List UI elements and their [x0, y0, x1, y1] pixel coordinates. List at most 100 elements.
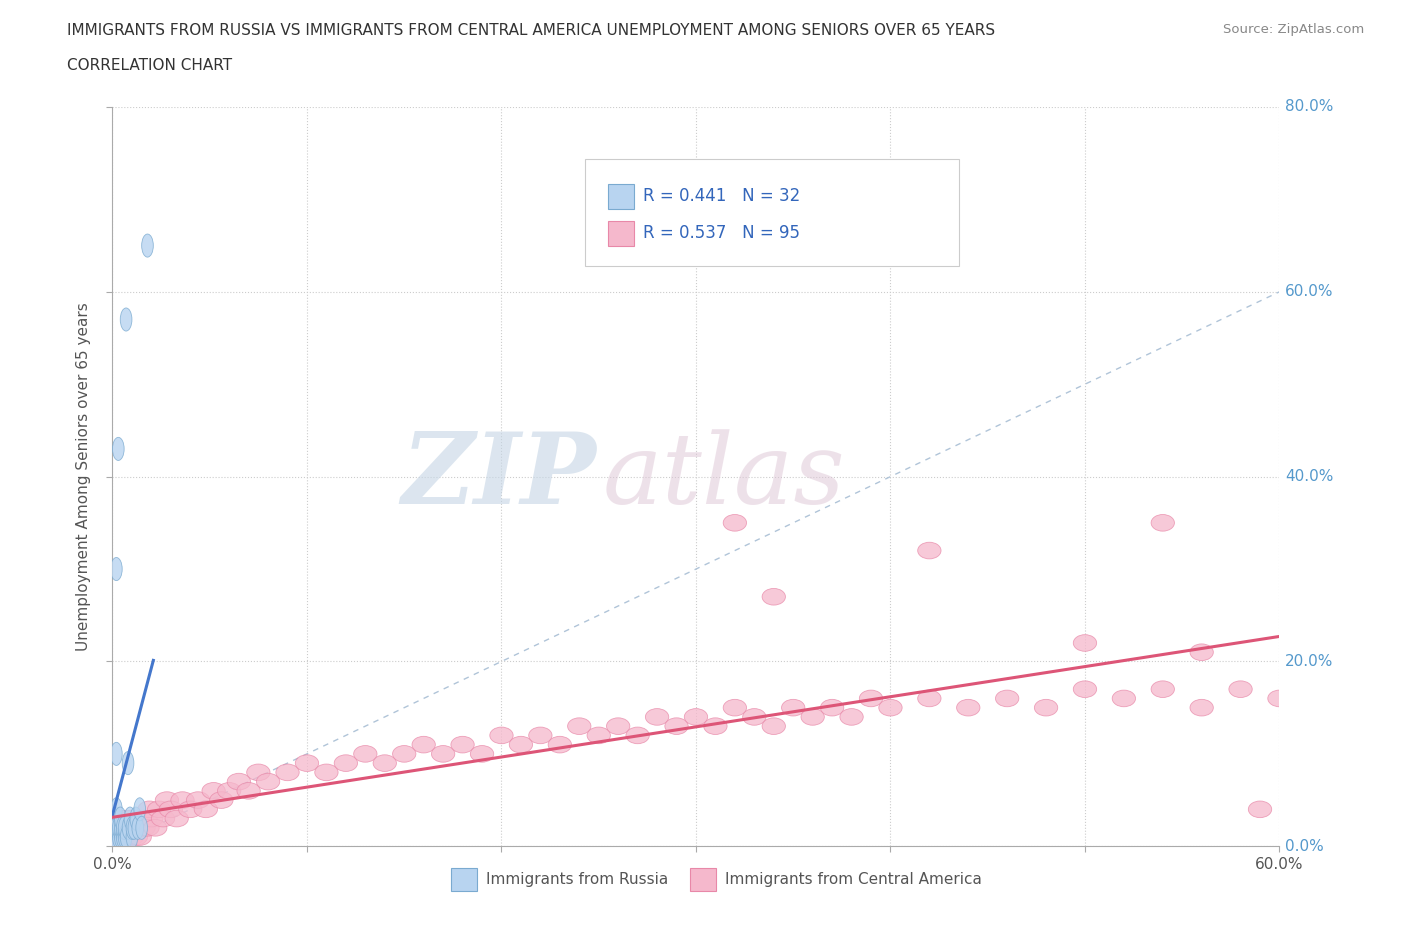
Ellipse shape: [139, 810, 163, 827]
Ellipse shape: [134, 798, 146, 821]
Ellipse shape: [392, 746, 416, 763]
Ellipse shape: [685, 709, 707, 725]
Ellipse shape: [107, 819, 129, 836]
Ellipse shape: [665, 718, 688, 735]
Ellipse shape: [128, 817, 139, 840]
Ellipse shape: [128, 829, 152, 845]
Ellipse shape: [172, 791, 194, 808]
Ellipse shape: [111, 819, 134, 836]
Ellipse shape: [114, 829, 138, 845]
Ellipse shape: [956, 699, 980, 716]
Ellipse shape: [114, 810, 138, 827]
Ellipse shape: [1035, 699, 1057, 716]
Ellipse shape: [148, 801, 172, 817]
Ellipse shape: [108, 826, 121, 848]
Ellipse shape: [179, 801, 202, 817]
Ellipse shape: [112, 829, 136, 845]
Ellipse shape: [129, 807, 142, 830]
Ellipse shape: [127, 819, 149, 836]
Ellipse shape: [103, 819, 127, 836]
Ellipse shape: [104, 819, 128, 836]
Ellipse shape: [489, 727, 513, 744]
Text: CORRELATION CHART: CORRELATION CHART: [67, 58, 232, 73]
Ellipse shape: [122, 751, 134, 775]
FancyBboxPatch shape: [609, 184, 634, 209]
Ellipse shape: [117, 829, 139, 845]
Ellipse shape: [111, 829, 134, 845]
Ellipse shape: [143, 819, 167, 836]
Text: 40.0%: 40.0%: [1285, 469, 1334, 485]
Ellipse shape: [588, 727, 610, 744]
Ellipse shape: [509, 737, 533, 753]
Ellipse shape: [315, 764, 337, 780]
Ellipse shape: [276, 764, 299, 780]
Ellipse shape: [918, 542, 941, 559]
Ellipse shape: [127, 817, 138, 840]
Ellipse shape: [432, 746, 454, 763]
Text: R = 0.537   N = 95: R = 0.537 N = 95: [644, 223, 800, 242]
FancyBboxPatch shape: [585, 159, 959, 266]
Ellipse shape: [114, 807, 127, 830]
Ellipse shape: [114, 826, 127, 848]
Ellipse shape: [548, 737, 571, 753]
Ellipse shape: [114, 817, 127, 840]
Ellipse shape: [1073, 681, 1097, 698]
Ellipse shape: [645, 709, 669, 725]
Ellipse shape: [801, 709, 824, 725]
Ellipse shape: [218, 782, 240, 799]
Text: Immigrants from Central America: Immigrants from Central America: [725, 872, 981, 887]
Text: 0.0%: 0.0%: [1285, 839, 1324, 854]
FancyBboxPatch shape: [609, 220, 634, 246]
Ellipse shape: [111, 742, 122, 765]
Text: R = 0.441   N = 32: R = 0.441 N = 32: [644, 187, 800, 205]
Ellipse shape: [118, 826, 129, 848]
Ellipse shape: [138, 801, 162, 817]
Ellipse shape: [118, 819, 142, 836]
Text: 20.0%: 20.0%: [1285, 654, 1334, 669]
Ellipse shape: [1229, 681, 1253, 698]
Ellipse shape: [451, 737, 474, 753]
FancyBboxPatch shape: [690, 869, 716, 891]
Text: 80.0%: 80.0%: [1285, 100, 1334, 114]
Ellipse shape: [1189, 644, 1213, 660]
Ellipse shape: [1152, 681, 1174, 698]
Ellipse shape: [121, 308, 132, 331]
Ellipse shape: [110, 826, 121, 848]
Ellipse shape: [108, 817, 120, 840]
Ellipse shape: [412, 737, 436, 753]
Ellipse shape: [111, 557, 122, 580]
Ellipse shape: [246, 764, 270, 780]
Ellipse shape: [155, 791, 179, 808]
Ellipse shape: [122, 817, 134, 840]
Ellipse shape: [606, 718, 630, 735]
Ellipse shape: [110, 807, 121, 830]
Ellipse shape: [859, 690, 883, 707]
Text: Immigrants from Russia: Immigrants from Russia: [486, 872, 668, 887]
Ellipse shape: [117, 817, 128, 840]
Ellipse shape: [471, 746, 494, 763]
Ellipse shape: [121, 810, 143, 827]
Ellipse shape: [187, 791, 209, 808]
Ellipse shape: [112, 819, 136, 836]
Ellipse shape: [134, 810, 157, 827]
Ellipse shape: [136, 819, 159, 836]
Ellipse shape: [1073, 634, 1097, 651]
Ellipse shape: [529, 727, 553, 744]
Ellipse shape: [111, 798, 122, 821]
Ellipse shape: [117, 819, 139, 836]
Ellipse shape: [1249, 801, 1271, 817]
Ellipse shape: [122, 819, 146, 836]
Ellipse shape: [112, 826, 124, 848]
Ellipse shape: [152, 810, 174, 827]
Ellipse shape: [108, 829, 132, 845]
Ellipse shape: [723, 699, 747, 716]
Ellipse shape: [295, 755, 319, 772]
Ellipse shape: [256, 773, 280, 790]
Ellipse shape: [1189, 699, 1213, 716]
Ellipse shape: [626, 727, 650, 744]
Ellipse shape: [202, 782, 225, 799]
Ellipse shape: [132, 817, 143, 840]
Ellipse shape: [194, 801, 218, 817]
Ellipse shape: [112, 437, 124, 460]
Ellipse shape: [782, 699, 804, 716]
